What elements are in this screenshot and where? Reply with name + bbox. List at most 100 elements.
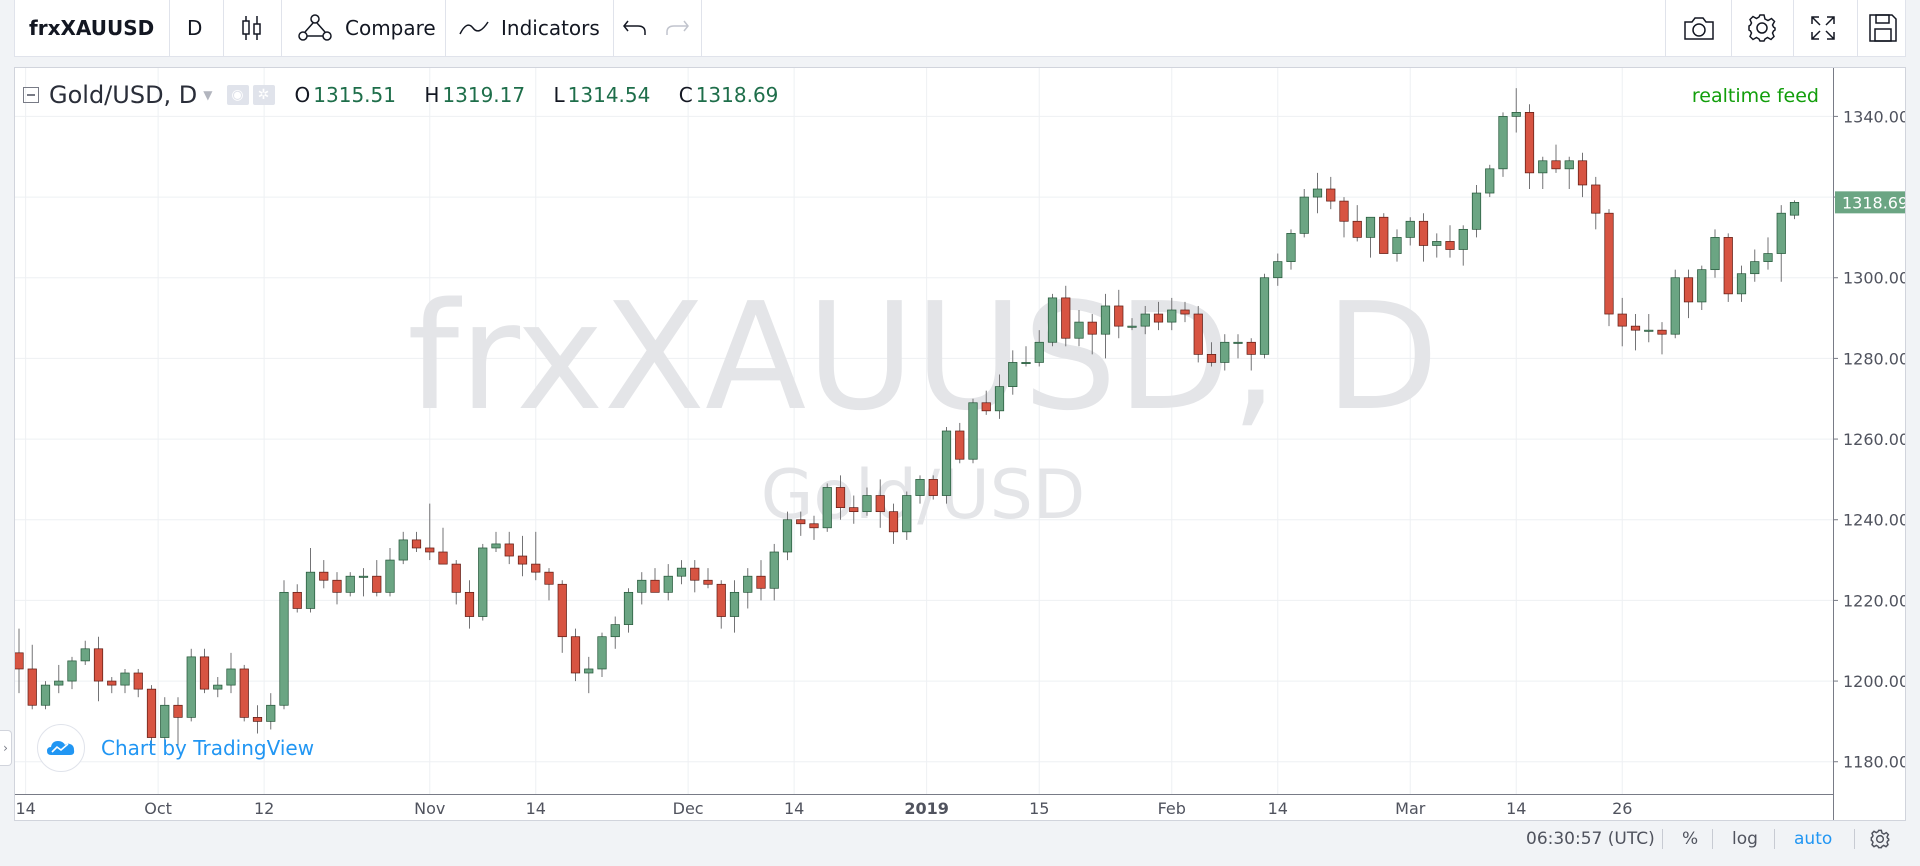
candle-up xyxy=(968,402,978,460)
price-tick-label: 1200.00 xyxy=(1843,672,1905,691)
candle-down xyxy=(93,648,104,682)
time-tick-label: 14 xyxy=(526,799,546,818)
undo-button[interactable] xyxy=(621,0,649,56)
candle-down xyxy=(1339,200,1349,222)
axis-settings-button[interactable] xyxy=(1870,821,1890,857)
candle-up xyxy=(994,386,1005,412)
candle-up xyxy=(597,636,607,670)
price-chart[interactable]: frxXAUUSD, DGold/USD1180.001200.001220.0… xyxy=(15,68,1905,820)
compare-button[interactable]: Compare xyxy=(297,0,436,56)
candle-down xyxy=(438,551,448,565)
redo-button[interactable] xyxy=(663,0,691,56)
price-tick-label: 1220.00 xyxy=(1843,591,1905,610)
candle-up xyxy=(54,680,64,686)
time-tick-label: 14 xyxy=(1268,799,1288,818)
candle-down xyxy=(716,583,726,617)
candle-up xyxy=(1511,112,1521,117)
candle-up xyxy=(80,648,90,662)
candle-down xyxy=(849,507,859,513)
candle-down xyxy=(796,519,806,525)
candle-up xyxy=(1299,196,1309,234)
candle-up xyxy=(1008,362,1018,387)
toolbar-divider xyxy=(1793,0,1794,56)
candle-up xyxy=(769,551,779,589)
toolbar-divider xyxy=(613,0,614,56)
candle-up xyxy=(1273,261,1283,279)
close-value: 1318.69 xyxy=(695,83,779,107)
candle-down xyxy=(1352,220,1362,238)
gear-small-icon[interactable]: ✲ xyxy=(252,85,275,105)
gear-icon xyxy=(1748,14,1776,42)
candle-up xyxy=(1074,321,1084,339)
candle-down xyxy=(981,402,991,412)
candle-up xyxy=(1405,220,1415,238)
candle-up xyxy=(1286,233,1296,262)
symbol-search-button[interactable]: frxXAUUSD xyxy=(29,0,154,56)
percent-scale-toggle[interactable]: % xyxy=(1682,829,1699,849)
candle-down xyxy=(517,555,528,565)
settings-button[interactable] xyxy=(1747,0,1777,56)
save-button[interactable] xyxy=(1867,0,1899,56)
gear-icon xyxy=(1870,829,1890,849)
candle-down xyxy=(319,571,329,581)
candle-down xyxy=(1630,325,1641,331)
candle-up xyxy=(186,656,196,718)
time-tick-label: 15 xyxy=(1029,799,1049,818)
time-tick-label: 2019 xyxy=(904,799,949,818)
candle-up xyxy=(1564,160,1574,170)
open-key: O xyxy=(294,83,311,107)
candle-up xyxy=(305,571,316,609)
auto-scale-toggle[interactable]: auto xyxy=(1794,829,1833,849)
candle-down xyxy=(1246,341,1256,355)
fullscreen-button[interactable] xyxy=(1809,0,1837,56)
candle-down xyxy=(146,688,157,738)
screenshot-button[interactable] xyxy=(1683,0,1715,56)
candle-down xyxy=(1683,277,1694,303)
series-legend: Gold/USD, D ▼ ◉ ✲ O 1315.51 H 1319.17 L 131… xyxy=(23,81,800,109)
candle-down xyxy=(504,543,514,557)
candle-up xyxy=(345,575,355,593)
indicators-icon xyxy=(459,21,489,35)
chevron-right-icon[interactable]: › xyxy=(0,730,12,766)
chart-style-button[interactable] xyxy=(241,0,263,56)
price-tick-label: 1180.00 xyxy=(1843,753,1905,772)
time-tick-label: Nov xyxy=(414,799,445,818)
candle-up xyxy=(1220,341,1230,363)
log-scale-toggle[interactable]: log xyxy=(1732,829,1758,849)
candle-up xyxy=(1763,253,1773,262)
high-key: H xyxy=(424,83,440,107)
eye-icon[interactable]: ◉ xyxy=(226,85,249,105)
price-tick-label: 1280.00 xyxy=(1843,349,1905,368)
chart-by-tradingview-link[interactable]: Chart by TradingView xyxy=(101,736,315,760)
realtime-feed-label: realtime feed xyxy=(1691,85,1819,107)
candle-down xyxy=(1418,220,1429,246)
candle-down xyxy=(1061,297,1071,339)
indicators-button[interactable]: Indicators xyxy=(459,0,600,56)
chart-pane[interactable]: frxXAUUSD, DGold/USD1180.001200.001220.0… xyxy=(14,67,1906,857)
candle-down xyxy=(239,668,249,718)
interval-button[interactable]: D xyxy=(187,0,202,56)
candle-up xyxy=(822,487,832,529)
candle-up xyxy=(120,672,130,686)
candle-up xyxy=(478,547,488,617)
candle-up xyxy=(1670,277,1680,335)
tradingview-logo[interactable]: Chart by TradingView xyxy=(37,724,314,772)
candle-up xyxy=(1312,188,1323,198)
candle-down xyxy=(1591,184,1601,214)
chevron-down-icon[interactable]: ▼ xyxy=(203,88,213,102)
time-tick-label: 14 xyxy=(784,799,804,818)
series-title[interactable]: Gold/USD, D xyxy=(49,81,198,109)
toolbar-divider xyxy=(169,0,170,56)
collapse-legend-icon[interactable] xyxy=(23,87,39,103)
toolbar-divider xyxy=(1665,0,1666,56)
candle-up xyxy=(1485,168,1495,194)
price-tick-label: 1240.00 xyxy=(1843,511,1905,530)
candle-down xyxy=(1604,212,1614,315)
candle-up xyxy=(902,495,912,533)
candle-down xyxy=(1445,241,1455,250)
time-tick-label: 14 xyxy=(15,799,35,818)
high-value: 1319.17 xyxy=(442,83,526,107)
candles-icon xyxy=(242,16,261,40)
time-tick-label: Mar xyxy=(1395,799,1426,818)
clock-readout[interactable]: 06:30:57 (UTC) xyxy=(1526,829,1655,849)
